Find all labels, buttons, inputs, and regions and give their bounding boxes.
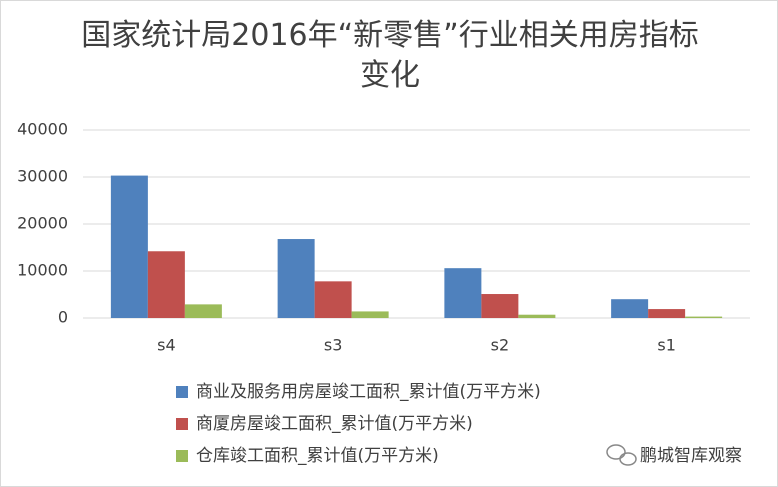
x-tick-label: s1 [657,336,676,355]
x-tick-label: s2 [491,336,510,355]
legend-label: 商厦房屋竣工面积_累计值(万平方米) [196,414,473,434]
legend-swatch [176,450,188,462]
watermark: 鹏城智库观察 [640,446,742,466]
legend-label: 仓库竣工面积_累计值(万平方米) [196,446,439,466]
x-tick-label: s4 [157,336,176,355]
chart-title: 国家统计局2016年“新零售”行业相关用房指标变化 [81,18,699,93]
bar [314,281,352,318]
watermark-icon [606,444,637,466]
y-tick-label: 40000 [17,120,68,139]
bar [685,316,723,318]
bar [518,314,556,318]
y-tick-label: 20000 [17,214,68,233]
y-tick-label: 10000 [17,261,68,280]
bar [277,239,315,318]
legend-swatch [176,418,188,430]
bar [611,299,649,318]
legend-label: 商业及服务用房屋竣工面积_累计值(万平方米) [196,382,541,402]
bar [481,294,519,318]
y-tick-label: 0 [58,308,68,327]
bar [648,309,686,318]
y-tick-label: 30000 [17,167,68,186]
bar [351,311,389,318]
bar [147,251,185,318]
x-tick-label: s3 [324,336,343,355]
bar [444,268,482,318]
legend-swatch [176,386,188,398]
bar [110,175,148,318]
bar [184,304,222,318]
